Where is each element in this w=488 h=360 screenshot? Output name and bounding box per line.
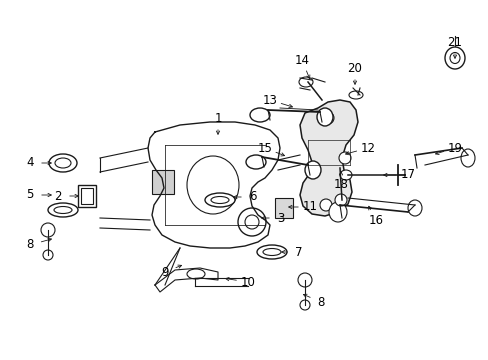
Ellipse shape (186, 269, 204, 279)
Text: 21: 21 (447, 36, 462, 49)
Circle shape (299, 300, 309, 310)
Bar (78, 185, 96, 207)
Circle shape (321, 112, 333, 124)
Text: 17: 17 (400, 168, 415, 181)
Ellipse shape (460, 149, 474, 167)
Bar (274, 198, 292, 218)
Circle shape (41, 223, 55, 237)
Text: 11: 11 (302, 201, 317, 213)
Ellipse shape (210, 197, 228, 203)
Text: 1: 1 (214, 112, 221, 125)
Circle shape (334, 194, 346, 206)
Ellipse shape (245, 155, 265, 169)
Text: 5: 5 (26, 189, 34, 202)
Text: 8: 8 (26, 238, 34, 252)
Text: 7: 7 (295, 246, 302, 258)
Text: 19: 19 (447, 141, 462, 154)
Circle shape (238, 208, 265, 236)
Ellipse shape (298, 77, 312, 87)
Text: 8: 8 (317, 296, 324, 309)
Text: 10: 10 (240, 275, 255, 288)
Text: 2: 2 (54, 189, 61, 202)
Ellipse shape (249, 108, 269, 122)
Text: 14: 14 (294, 54, 309, 67)
Circle shape (319, 199, 331, 211)
Ellipse shape (305, 161, 320, 179)
Ellipse shape (186, 156, 239, 214)
Text: 20: 20 (347, 62, 362, 75)
Text: 18: 18 (333, 179, 348, 192)
Text: 15: 15 (257, 141, 272, 154)
Ellipse shape (48, 203, 78, 217)
Ellipse shape (204, 193, 235, 207)
Ellipse shape (444, 47, 464, 69)
Text: 12: 12 (360, 141, 375, 154)
Ellipse shape (257, 245, 286, 259)
Bar (81, 188, 93, 204)
Text: 4: 4 (26, 157, 34, 170)
Text: 9: 9 (161, 266, 168, 279)
Text: 13: 13 (262, 94, 277, 107)
Ellipse shape (449, 53, 459, 63)
Ellipse shape (316, 108, 332, 126)
Circle shape (43, 250, 53, 260)
Ellipse shape (348, 91, 362, 99)
Ellipse shape (339, 170, 351, 180)
Ellipse shape (49, 154, 77, 172)
Text: 6: 6 (249, 190, 256, 203)
Circle shape (244, 215, 259, 229)
Text: 16: 16 (368, 213, 383, 226)
Ellipse shape (407, 200, 421, 216)
Ellipse shape (263, 248, 281, 256)
Polygon shape (299, 100, 357, 216)
Ellipse shape (328, 202, 346, 222)
Circle shape (297, 273, 311, 287)
Bar (152, 170, 174, 194)
Text: 3: 3 (277, 211, 284, 225)
Ellipse shape (55, 158, 71, 168)
Ellipse shape (54, 207, 72, 213)
Circle shape (338, 152, 350, 164)
